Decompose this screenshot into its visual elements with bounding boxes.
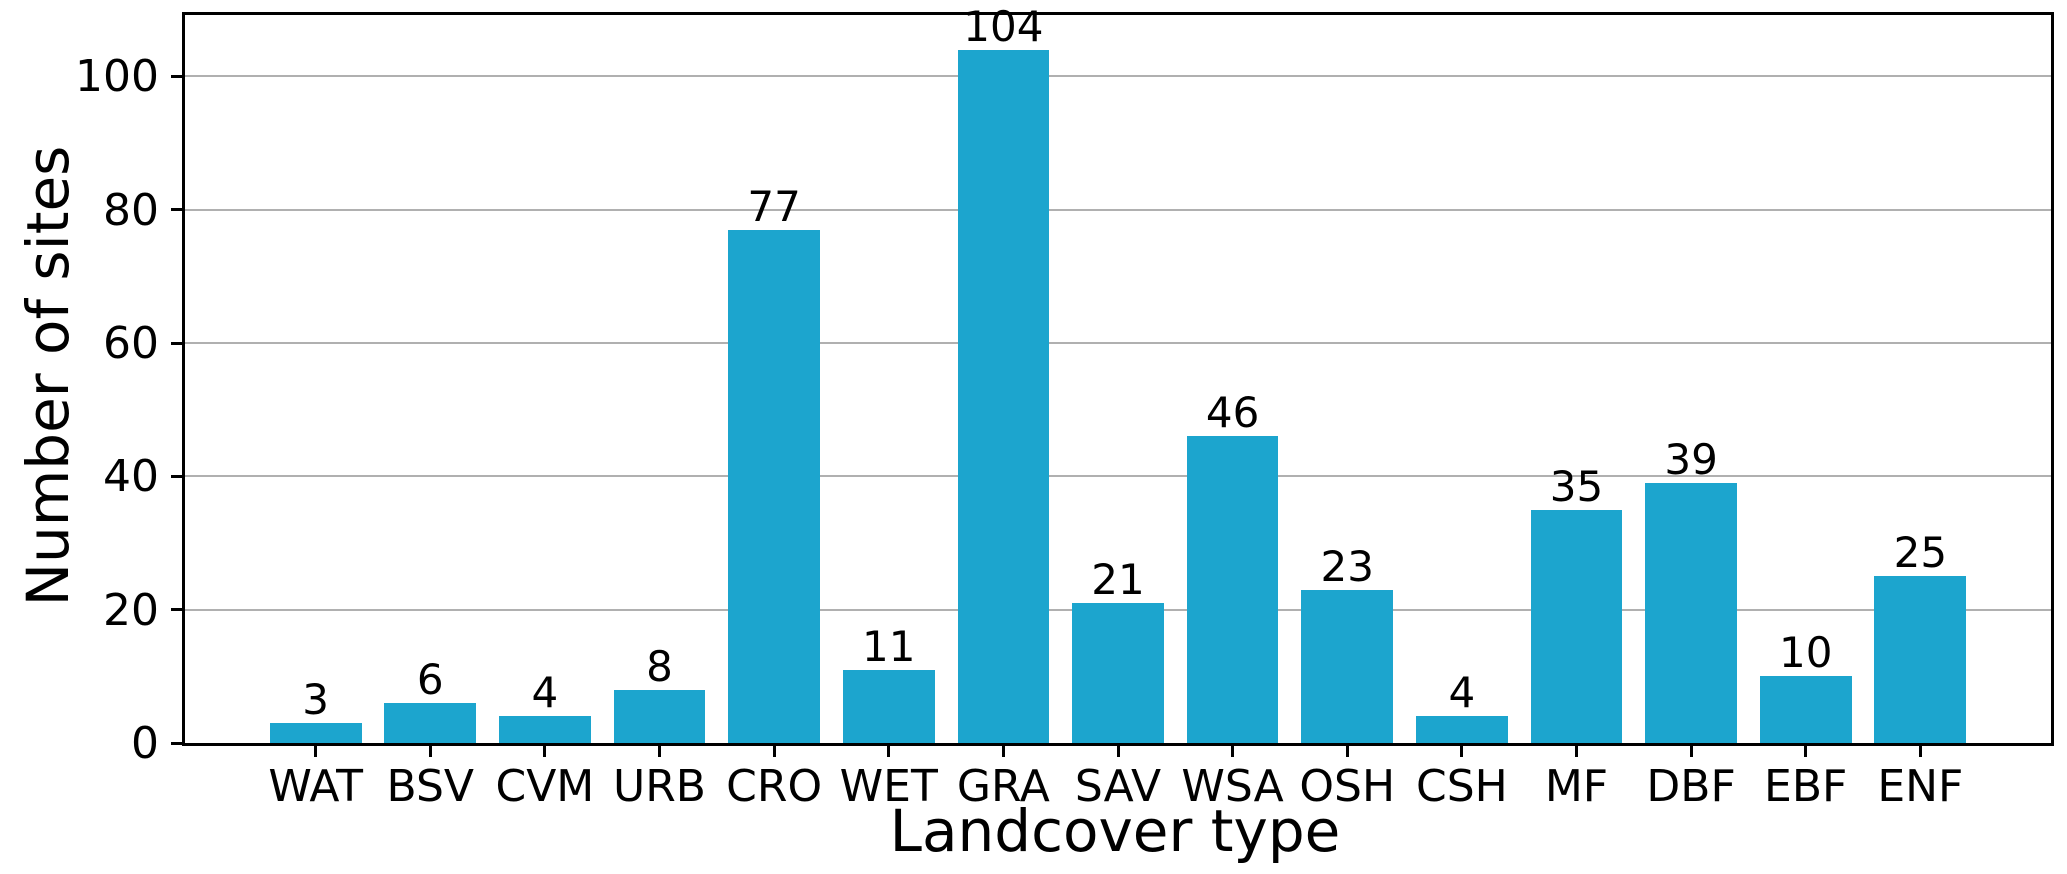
y-gridline bbox=[185, 475, 2051, 478]
bar-value-label: 4 bbox=[531, 668, 559, 718]
bar-value-label: 46 bbox=[1205, 388, 1260, 438]
x-tick-mark bbox=[1689, 746, 1693, 757]
x-tick-label: MF bbox=[1544, 761, 1609, 812]
bar-gra bbox=[957, 49, 1050, 743]
bar-wat bbox=[269, 723, 362, 743]
x-tick-mark bbox=[1116, 746, 1120, 757]
bar-sav bbox=[1072, 603, 1164, 743]
x-tick-label: WAT bbox=[268, 761, 363, 812]
x-tick-mark bbox=[1231, 746, 1235, 757]
bar-value-label: 4 bbox=[1448, 668, 1476, 718]
y-tick-label: 40 bbox=[103, 451, 159, 503]
y-tick-mark bbox=[171, 474, 182, 478]
x-tick-mark bbox=[772, 746, 776, 757]
y-tick-label: 80 bbox=[103, 184, 159, 236]
bar-wet bbox=[842, 669, 935, 743]
y-tick-mark bbox=[171, 74, 182, 78]
y-gridline bbox=[185, 208, 2051, 211]
bar-osh bbox=[1301, 589, 1394, 743]
x-tick-mark bbox=[543, 746, 547, 757]
y-tick-label: 0 bbox=[131, 718, 159, 769]
x-tick-label: WET bbox=[839, 761, 938, 812]
bar-dbf bbox=[1645, 483, 1737, 743]
x-tick-mark bbox=[1918, 746, 1922, 757]
bar-value-label: 77 bbox=[747, 181, 801, 231]
bar-value-label: 39 bbox=[1664, 435, 1718, 484]
x-tick-label: URB bbox=[613, 761, 706, 812]
y-tick-mark bbox=[171, 608, 182, 612]
x-tick-mark bbox=[1460, 746, 1464, 757]
bar-csh bbox=[1416, 716, 1508, 743]
x-tick-mark bbox=[428, 746, 432, 757]
x-tick-label: ENF bbox=[1877, 761, 1964, 812]
bar-cvm bbox=[499, 716, 591, 743]
bar-value-label: 8 bbox=[646, 641, 673, 691]
x-tick-mark bbox=[1574, 746, 1578, 757]
bar-value-label: 6 bbox=[416, 655, 444, 704]
bar-value-label: 11 bbox=[862, 621, 916, 671]
x-tick-mark bbox=[1804, 746, 1808, 757]
bar-value-label: 35 bbox=[1549, 461, 1604, 511]
bar-value-label: 3 bbox=[302, 675, 330, 724]
bar-wsa bbox=[1186, 436, 1279, 743]
x-tick-mark bbox=[1345, 746, 1349, 757]
bar-value-label: 10 bbox=[1778, 628, 1833, 678]
x-tick-label: CVM bbox=[495, 761, 595, 812]
x-tick-label: CRO bbox=[726, 761, 823, 812]
bar-value-label: 21 bbox=[1091, 555, 1145, 604]
y-tick-mark bbox=[171, 208, 182, 212]
bar-urb bbox=[613, 689, 706, 743]
x-axis-label: Landcover type bbox=[889, 797, 1341, 865]
x-tick-label: OSH bbox=[1299, 761, 1396, 812]
x-tick-label: WSA bbox=[1181, 761, 1284, 812]
x-tick-mark bbox=[1001, 746, 1005, 757]
y-tick-mark bbox=[171, 741, 182, 745]
x-tick-mark bbox=[887, 746, 891, 757]
bar-ebf bbox=[1759, 676, 1852, 743]
x-tick-label: GRA bbox=[956, 761, 1050, 812]
bar-value-label: 23 bbox=[1320, 541, 1374, 591]
bar-value-label: 25 bbox=[1893, 528, 1948, 578]
x-tick-label: DBF bbox=[1646, 761, 1736, 812]
x-tick-label: BSV bbox=[386, 761, 474, 812]
y-tick-mark bbox=[171, 341, 182, 345]
x-tick-label: EBF bbox=[1764, 761, 1848, 812]
x-tick-mark bbox=[658, 746, 662, 757]
y-tick-label: 100 bbox=[75, 51, 159, 103]
bar-mf bbox=[1530, 509, 1623, 743]
y-tick-label: 60 bbox=[103, 318, 159, 369]
bar-bsv bbox=[384, 703, 477, 743]
plot-area: 0 20 40 60 80 100 3 WAT 6 BSV 4 CVM 8 URB 77 CRO 11 WET 10… bbox=[75, 5, 2054, 809]
bar-cro bbox=[728, 229, 820, 743]
x-tick-label: CSH bbox=[1415, 761, 1508, 812]
y-gridline bbox=[185, 342, 2051, 344]
y-gridline bbox=[185, 75, 2051, 78]
bar-value-label: 104 bbox=[963, 1, 1044, 51]
y-tick-label: 20 bbox=[103, 584, 159, 636]
x-tick-label: SAV bbox=[1074, 761, 1162, 812]
x-tick-mark bbox=[314, 746, 318, 757]
bar-enf bbox=[1874, 576, 1967, 743]
